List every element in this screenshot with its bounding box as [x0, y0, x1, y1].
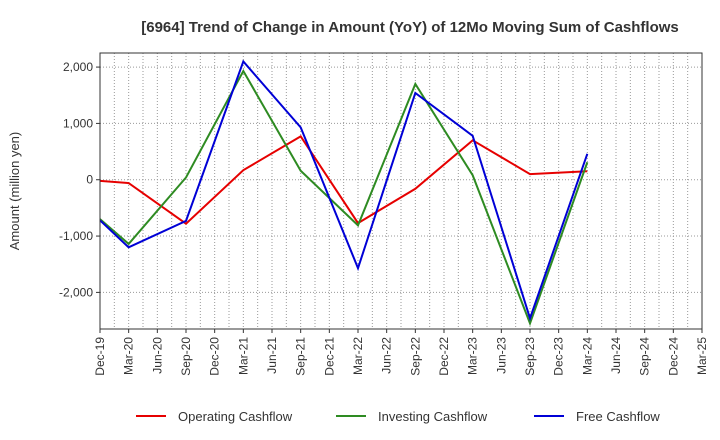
x-tick-label: Dec-19	[93, 337, 107, 376]
y-tick-label: 2,000	[63, 60, 93, 74]
grid-lines	[100, 53, 702, 329]
legend-label: Investing Cashflow	[378, 409, 488, 424]
legend: Operating Cashflow Investing Cashflow Free…	[136, 409, 660, 424]
x-tick-label: Jun-23	[494, 337, 508, 374]
legend-item-operating-cashflow: Operating Cashflow	[136, 409, 293, 424]
y-tick-label: -1,000	[59, 229, 93, 243]
y-tick-label: -2,000	[59, 285, 93, 299]
x-tick-label: Dec-21	[322, 337, 336, 376]
x-tick-label: Sep-23	[523, 337, 537, 376]
x-tick-label: Sep-24	[638, 337, 652, 376]
x-axis-ticks: Dec-19 Mar-20 Jun-20 Sep-20 Dec-20 Mar-21 Jun-…	[93, 329, 709, 376]
x-tick-label: Jun-20	[150, 337, 164, 374]
chart-title: [6964] Trend of Change in Amount (YoY) o…	[141, 19, 679, 36]
x-tick-label: Mar-21	[236, 337, 250, 375]
free-cashflow-line	[99, 59, 589, 322]
legend-item-free-cashflow: Free Cashflow	[534, 409, 660, 424]
series-lines	[99, 59, 589, 327]
plot-frame	[99, 52, 703, 330]
y-axis-label: Amount (million yen)	[7, 132, 22, 251]
y-axis-ticks: -2,000 -1,000 0 1,000 2,000	[59, 60, 100, 299]
x-tick-label: Sep-22	[408, 337, 422, 376]
x-tick-label: Sep-20	[179, 337, 193, 376]
x-tick-label: Dec-23	[552, 337, 566, 376]
legend-label: Operating Cashflow	[178, 409, 293, 424]
y-tick-label: 1,000	[63, 116, 93, 130]
x-tick-label: Dec-22	[437, 337, 451, 376]
x-tick-label: Dec-24	[666, 337, 680, 376]
x-tick-label: Mar-22	[351, 337, 365, 375]
x-tick-label: Mar-23	[466, 337, 480, 375]
legend-item-investing-cashflow: Investing Cashflow	[336, 409, 488, 424]
x-tick-label: Jun-21	[265, 337, 279, 374]
x-tick-label: Sep-21	[294, 337, 308, 376]
x-tick-label: Jun-24	[609, 337, 623, 374]
y-tick-label: 0	[86, 173, 93, 187]
x-tick-label: Jun-22	[380, 337, 394, 374]
x-tick-label: Dec-20	[208, 337, 222, 376]
x-tick-label: Mar-20	[122, 337, 136, 375]
x-tick-label: Mar-24	[580, 337, 594, 375]
legend-label: Free Cashflow	[576, 409, 660, 424]
x-tick-label: Mar-25	[695, 337, 709, 375]
operating-cashflow-line	[99, 135, 588, 225]
